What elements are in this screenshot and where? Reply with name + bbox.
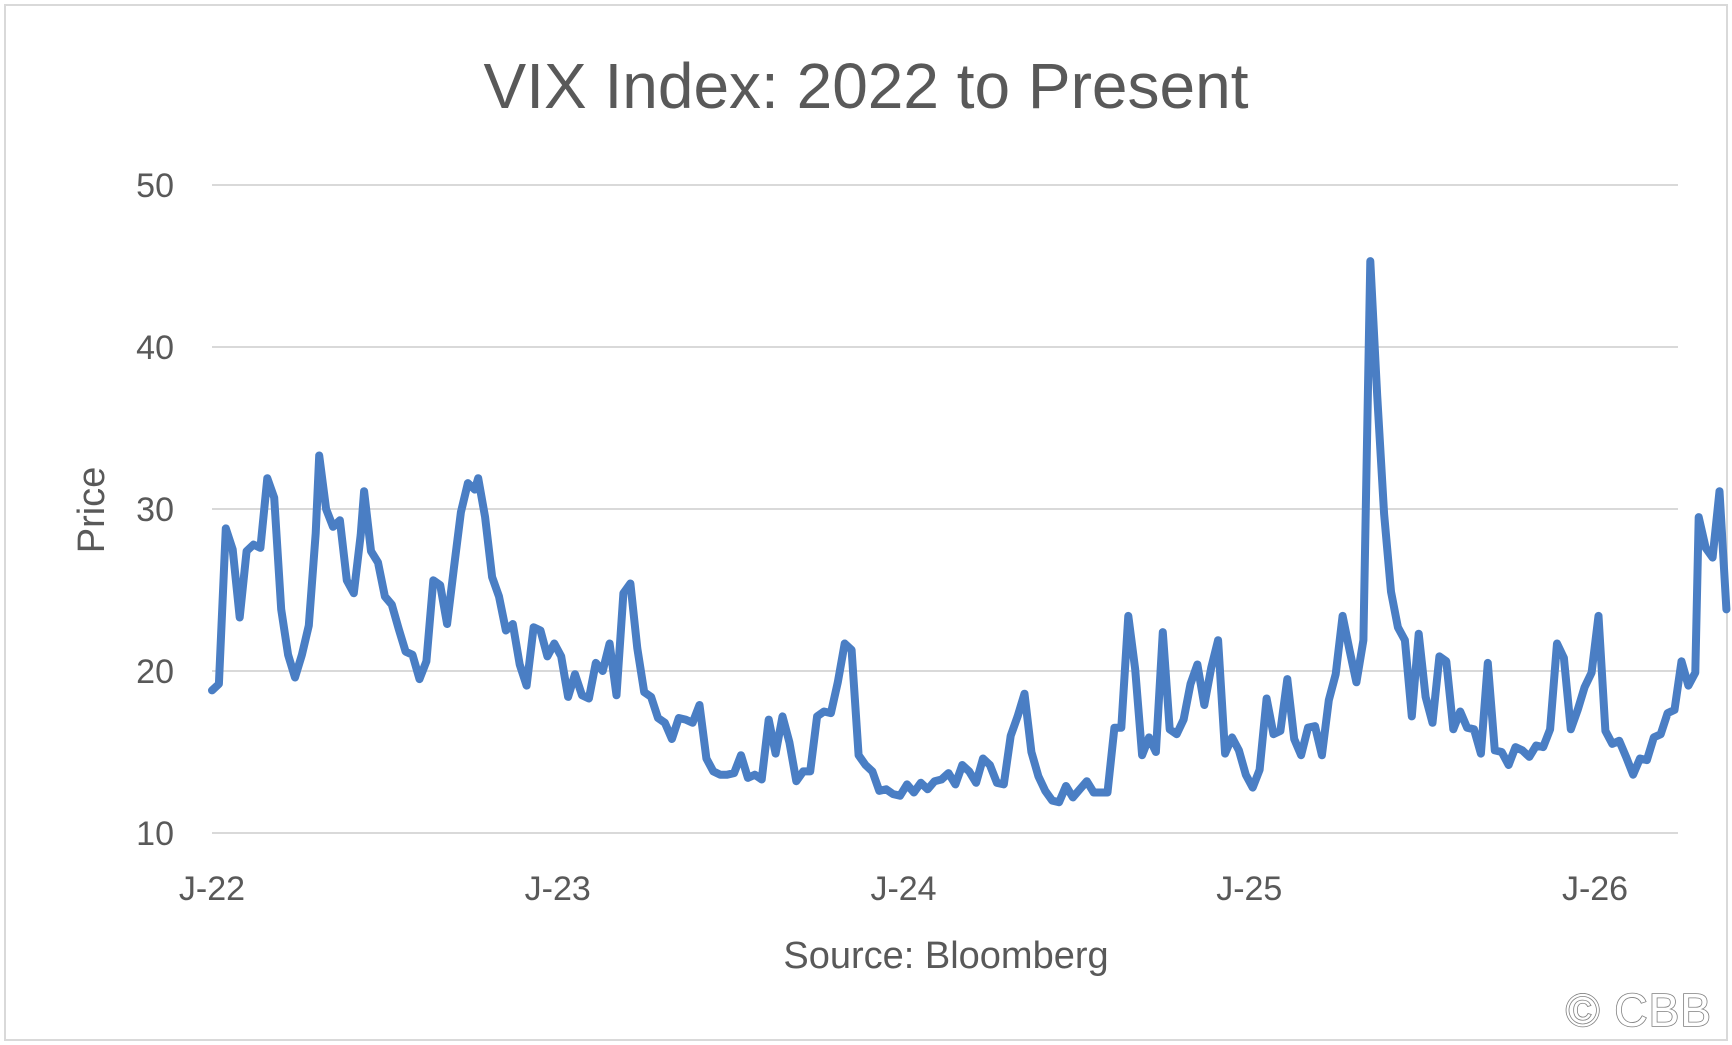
series-group [208,257,1731,807]
x-tick-label: J-22 [179,870,245,908]
y-tick-label: 50 [136,167,174,205]
x-tick-label: J-26 [1562,870,1628,908]
y-axis-ticks: 10 20 30 40 50 [136,167,174,853]
x-tick-label: J-23 [525,870,591,908]
x-axis-label: Source: Bloomberg [783,935,1108,977]
series-line-0 [208,257,1731,807]
chart-border [4,4,1728,1041]
copyright-watermark: © CBB [1566,984,1712,1036]
y-tick-label: 10 [136,815,174,853]
y-axis-label: Price [71,467,113,554]
x-axis-ticks: J-22 J-23 J-24 J-25 J-26 [179,870,1628,908]
y-tick-label: 30 [136,491,174,529]
y-tick-label: 40 [136,329,174,367]
y-tick-label: 20 [136,653,174,691]
gridlines [212,184,1678,834]
chart-title: VIX Index: 2022 to Present [484,50,1249,122]
x-tick-label: J-24 [870,870,936,908]
x-tick-label: J-25 [1216,870,1282,908]
